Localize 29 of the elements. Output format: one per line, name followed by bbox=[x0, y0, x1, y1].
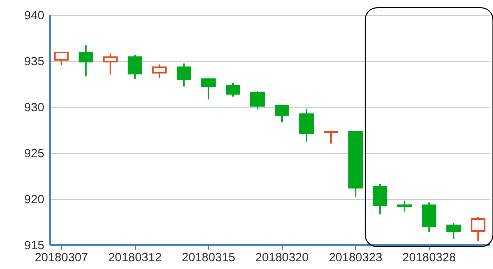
candlestick bbox=[446, 222, 462, 240]
x-tick-label: 20180328 bbox=[402, 250, 456, 264]
candlestick bbox=[201, 78, 216, 100]
candlestick bbox=[152, 64, 167, 80]
y-tick-label: 940 bbox=[24, 8, 45, 22]
candlestick bbox=[250, 90, 265, 111]
y-tick-label: 915 bbox=[24, 238, 45, 252]
x-tick-label: 20180320 bbox=[256, 250, 310, 264]
candlestick bbox=[128, 54, 142, 80]
candlestick bbox=[226, 82, 240, 98]
y-tick-label: 920 bbox=[24, 192, 45, 206]
y-tick-label: 930 bbox=[24, 100, 45, 114]
x-tick-label: 20180307 bbox=[34, 250, 89, 264]
candlestick bbox=[275, 105, 290, 124]
x-tick-label: 20180312 bbox=[108, 250, 162, 264]
candlestick bbox=[471, 216, 486, 242]
y-tick-label: 935 bbox=[24, 54, 45, 68]
candlestick bbox=[300, 108, 314, 143]
x-tick-label: 20180323 bbox=[329, 250, 383, 264]
candlestick bbox=[103, 52, 118, 76]
candlestick bbox=[176, 63, 192, 88]
candlestick bbox=[78, 44, 94, 78]
candlestick bbox=[54, 52, 69, 66]
y-tick-label: 925 bbox=[24, 146, 45, 160]
candlestick bbox=[324, 131, 339, 145]
candlestick bbox=[422, 202, 437, 233]
candlestick bbox=[398, 200, 412, 213]
candlestick bbox=[373, 184, 388, 216]
x-tick-label: 20180315 bbox=[182, 250, 236, 264]
